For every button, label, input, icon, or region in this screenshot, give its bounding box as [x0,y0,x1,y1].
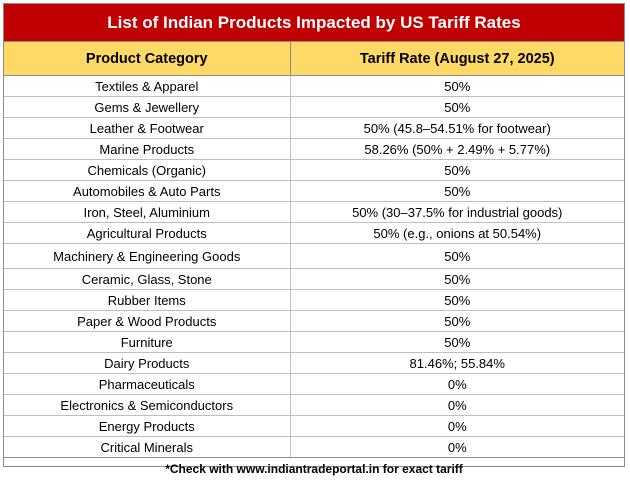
tariff-rate-cell: 50% (45.8–54.51% for footwear) [290,117,624,139]
tariff-rate-cell: 58.26% (50% + 2.49% + 5.77%) [290,138,624,160]
tariff-rate-cell: 50% [290,289,624,311]
table-row: Marine Products 58.26% (50% + 2.49% + 5.7… [4,138,624,160]
header-row: Product Category Tariff Rate (August 27,… [4,42,624,76]
table-row: Textiles & Apparel 50% [4,75,624,97]
table-row: Machinery & Engineering Goods 50% [4,243,624,269]
product-category-cell: Dairy Products [4,352,291,374]
table-row: Iron, Steel, Aluminium 50% (30–37.5% for … [4,201,624,223]
table-row: Automobiles & Auto Parts 50% [4,180,624,202]
product-category-cell: Electronics & Semiconductors [4,394,291,416]
product-category-cell: Chemicals (Organic) [4,159,291,181]
product-category-cell: Marine Products [4,138,291,160]
product-category-cell: Automobiles & Auto Parts [4,180,291,202]
table-row: Gems & Jewellery 50% [4,96,624,118]
product-category-cell: Ceramic, Glass, Stone [4,268,291,290]
tariff-rate-cell: 50% (e.g., onions at 50.54%) [290,222,624,244]
tariff-rate-cell: 50% [290,331,624,353]
product-category-cell: Critical Minerals [4,436,291,458]
table-row: Leather & Footwear 50% (45.8–54.51% for f… [4,117,624,139]
header-tariff-rate: Tariff Rate (August 27, 2025) [290,42,624,76]
tariff-rate-cell: 0% [290,436,624,458]
table-row: Rubber Items 50% [4,289,624,311]
product-category-cell: Energy Products [4,415,291,437]
tariff-rate-cell: 50% [290,243,624,269]
tariff-rate-cell: 0% [290,373,624,395]
header-product-category: Product Category [4,42,291,76]
table-row: Pharmaceuticals 0% [4,373,624,395]
product-category-cell: Rubber Items [4,289,291,311]
product-category-cell: Iron, Steel, Aluminium [4,201,291,223]
table-body: Textiles & Apparel 50% Gems & Jewellery 50%… [4,75,624,458]
product-category-cell: Agricultural Products [4,222,291,244]
table-title: List of Indian Products Impacted by US T… [4,4,624,42]
product-category-cell: Textiles & Apparel [4,75,291,97]
product-category-cell: Gems & Jewellery [4,96,291,118]
product-category-cell: Paper & Wood Products [4,310,291,332]
tariff-rate-cell: 50% [290,96,624,118]
table-row: Paper & Wood Products 50% [4,310,624,332]
tariff-rate-cell: 0% [290,394,624,416]
tariff-rate-cell: 50% [290,159,624,181]
product-category-cell: Machinery & Engineering Goods [4,243,291,269]
tariff-table-card: List of Indian Products Impacted by US T… [3,3,625,476]
tariff-rate-cell: 50% [290,75,624,97]
table-row: Chemicals (Organic) 50% [4,159,624,181]
tariff-rate-cell: 50% (30–37.5% for industrial goods) [290,201,624,223]
tariff-rate-cell: 50% [290,268,624,290]
table-row: Electronics & Semiconductors 0% [4,394,624,416]
product-category-cell: Leather & Footwear [4,117,291,139]
tariff-rate-cell: 0% [290,415,624,437]
tariff-rate-cell: 50% [290,310,624,332]
footnote[interactable]: *Check with www.indiantradeportal.in for… [165,462,463,476]
table-row: Ceramic, Glass, Stone 50% [4,268,624,290]
table-row: Furniture 50% [4,331,624,353]
tariff-rate-cell: 50% [290,180,624,202]
table-row: Dairy Products 81.46%; 55.84% [4,352,624,374]
product-category-cell: Pharmaceuticals [4,373,291,395]
table-row: Critical Minerals 0% [4,436,624,458]
table-row: Energy Products 0% [4,415,624,437]
tariff-rate-cell: 81.46%; 55.84% [290,352,624,374]
product-category-cell: Furniture [4,331,291,353]
tariff-table: Product Category Tariff Rate (August 27,… [4,42,624,458]
table-row: Agricultural Products 50% (e.g., onions a… [4,222,624,244]
